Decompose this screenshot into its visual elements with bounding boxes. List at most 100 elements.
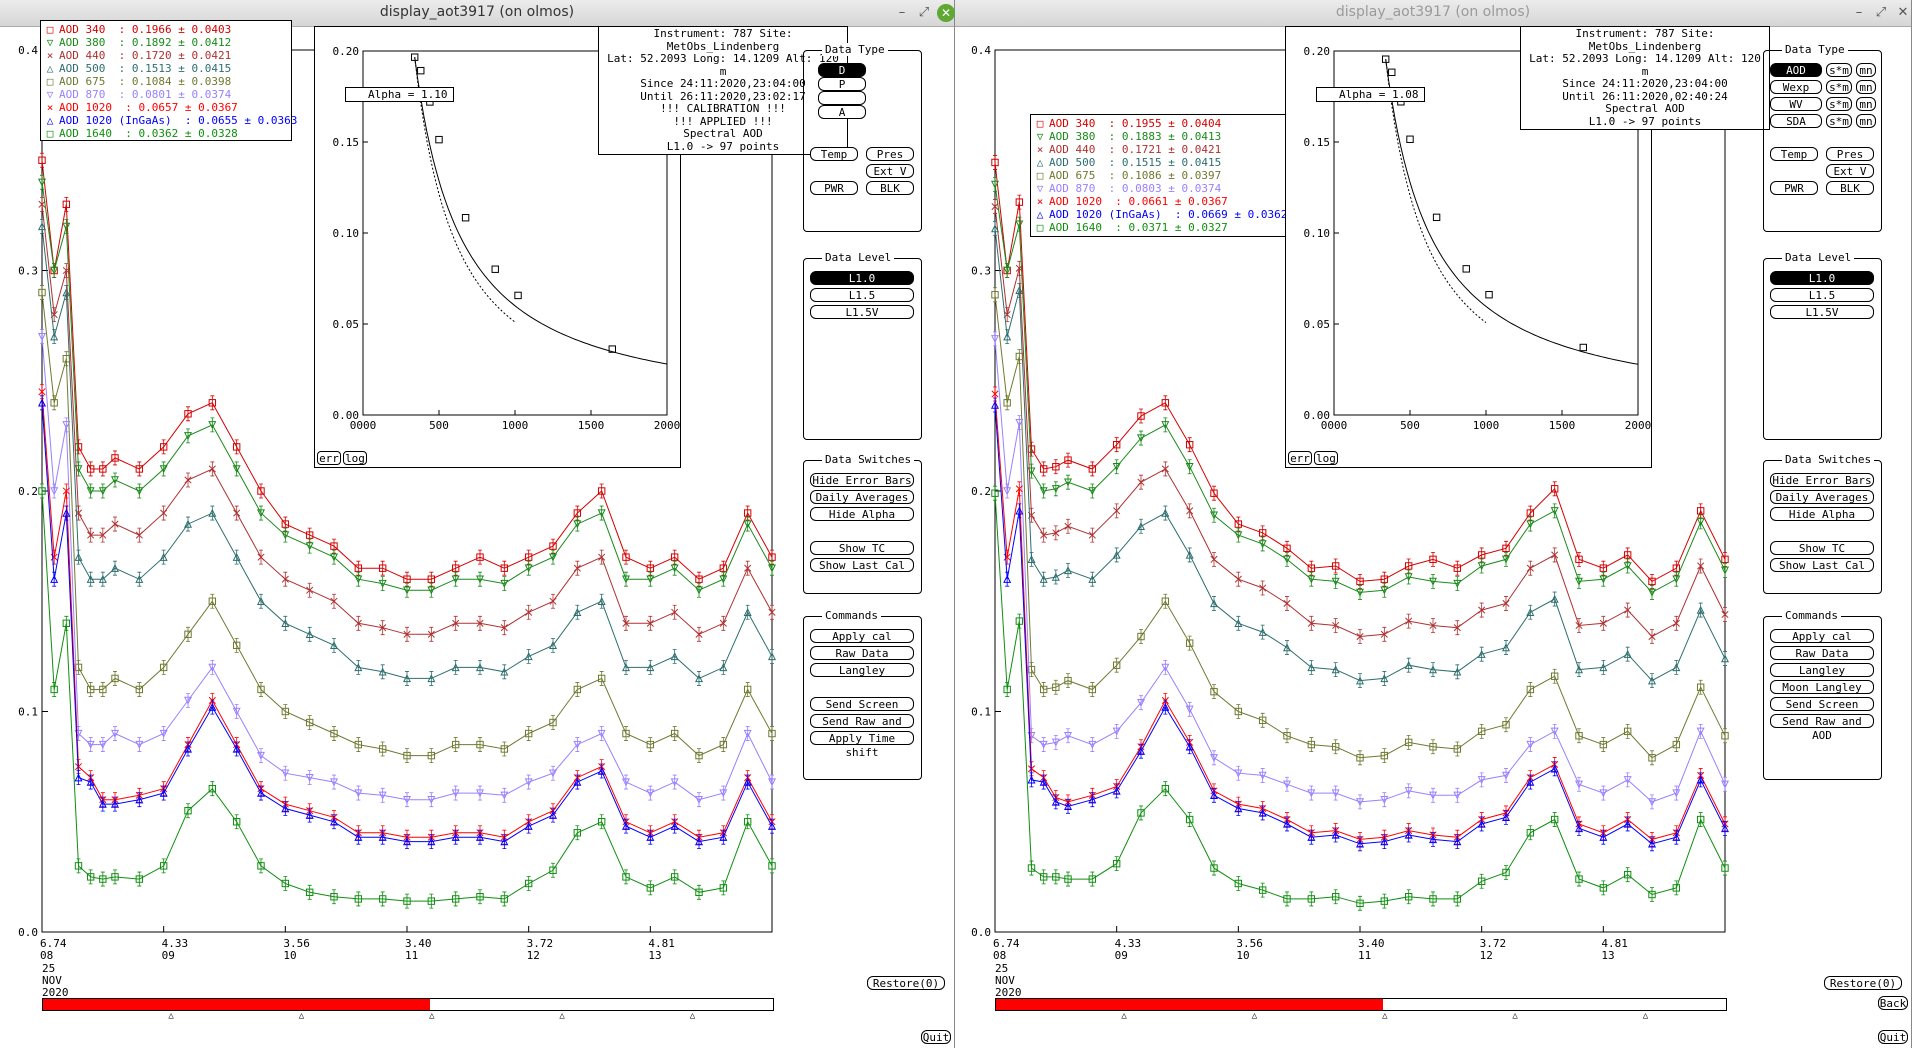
apply-time-shift-button[interactable]: Apply Time shift <box>810 731 914 759</box>
minimize-window-button[interactable]: – <box>1855 5 1863 20</box>
error-bar <box>1625 646 1630 662</box>
data-level-l1-5v-button[interactable]: L1.5V <box>810 305 914 319</box>
show-tc-button[interactable]: Show TC <box>810 541 914 555</box>
data-type-wv-sm-button[interactable]: s*m <box>1826 97 1852 111</box>
send-raw-and-aod-button[interactable]: Send Raw and AOD <box>1770 714 1874 742</box>
quit-button[interactable]: Quit <box>921 1030 951 1044</box>
hide-alpha-button[interactable]: Hide Alpha <box>810 507 914 521</box>
data-type-sda-main-button[interactable]: SDA <box>1770 114 1822 128</box>
hide-error-bars-button[interactable]: Hide Error Bars <box>1770 473 1874 487</box>
show-tc-button[interactable]: Show TC <box>1770 541 1874 555</box>
apply-cal-button[interactable]: Apply cal <box>810 629 914 643</box>
quit-button[interactable]: Quit <box>1878 1030 1908 1044</box>
pwr-button[interactable]: PWR <box>810 181 858 195</box>
data-type-sda-sm-button[interactable]: s*m <box>1826 114 1852 128</box>
data-type-aod-mn-button[interactable]: mn <box>1856 63 1876 77</box>
send-raw-and-aod-button[interactable]: Send Raw and AOD <box>810 714 914 742</box>
error-bar <box>1358 673 1362 689</box>
restore-button[interactable]: Restore(0) <box>1824 976 1902 990</box>
send-screen-button[interactable]: Send Screen <box>1770 697 1874 711</box>
moon-langley-button[interactable]: Moon Langley <box>1770 680 1874 694</box>
pres-button[interactable]: Pres <box>866 147 914 161</box>
error-bar <box>76 660 81 675</box>
daily-averages-button[interactable]: Daily Averages <box>1770 490 1874 504</box>
scrollbar-thumb[interactable] <box>43 999 430 1010</box>
maximize-window-button[interactable]: ⤢ <box>918 5 930 20</box>
data-type-wexp-main-button[interactable]: Wexp <box>1770 80 1822 94</box>
data-type-button-2[interactable] <box>818 91 866 105</box>
close-window-button[interactable]: ✕ <box>1897 5 1909 20</box>
data-type-wv-main-button[interactable]: WV <box>1770 97 1822 111</box>
error-bar <box>993 287 997 303</box>
restore-button[interactable]: Restore(0) <box>867 976 945 990</box>
error-bar <box>88 461 93 477</box>
data-type-aod-sm-button[interactable]: s*m <box>1826 63 1852 77</box>
error-bar <box>380 787 385 803</box>
error-bar <box>429 893 434 909</box>
raw-data-button[interactable]: Raw Data <box>1770 646 1874 660</box>
pres-button[interactable]: Pres <box>1826 147 1874 161</box>
err-toggle-button[interactable]: err <box>1288 451 1312 465</box>
time-range-scrollbar[interactable] <box>42 998 774 1011</box>
maximize-window-button[interactable]: ⤢ <box>1875 5 1887 20</box>
data-point <box>159 788 168 797</box>
inset-data-point <box>1579 343 1587 352</box>
data-type-button-0[interactable]: D <box>818 63 866 77</box>
blk-button[interactable]: BLK <box>866 181 914 195</box>
ext-v-button[interactable]: Ext V <box>866 164 914 178</box>
temp-button[interactable]: Temp <box>1770 147 1818 161</box>
data-level-l1-5-button[interactable]: L1.5 <box>810 288 914 302</box>
error-bar <box>672 869 677 885</box>
data-point <box>1088 795 1097 804</box>
error-bar <box>1698 679 1703 695</box>
show-last-cal-button[interactable]: Show Last Cal <box>810 558 914 572</box>
error-bar <box>770 774 774 790</box>
data-type-wexp-mn-button[interactable]: mn <box>1856 80 1876 94</box>
raw-data-button[interactable]: Raw Data <box>810 646 914 660</box>
pwr-button[interactable]: PWR <box>1770 181 1818 195</box>
langley-button[interactable]: Langley <box>1770 663 1874 677</box>
data-type-button-1[interactable]: P <box>818 77 866 91</box>
langley-button[interactable]: Langley <box>810 663 914 677</box>
minimize-window-button[interactable]: – <box>898 5 906 20</box>
data-type-button-3[interactable]: A <box>818 105 866 119</box>
data-type-wexp-sm-button[interactable]: s*m <box>1826 80 1852 94</box>
close-window-button[interactable]: ✕ <box>937 4 955 22</box>
error-bar <box>1650 750 1654 766</box>
error-bar <box>1066 871 1070 887</box>
ext-v-button[interactable]: Ext V <box>1826 164 1874 178</box>
log-toggle-button[interactable]: log <box>1314 451 1338 465</box>
data-type-wv-mn-button[interactable]: mn <box>1856 97 1876 111</box>
data-level-l1-5v-button[interactable]: L1.5V <box>1770 305 1874 319</box>
back-button[interactable]: Back <box>1878 996 1908 1010</box>
data-level-l1-5-button[interactable]: L1.5 <box>1770 288 1874 302</box>
error-bar <box>697 671 701 686</box>
scrollbar-thumb[interactable] <box>996 999 1383 1010</box>
legend-label: AOD 500 : 0.1513 ± 0.0415 <box>59 62 232 75</box>
data-level-l1-0-button[interactable]: L1.0 <box>1770 271 1874 285</box>
data-point <box>1380 751 1389 760</box>
data-point <box>354 789 363 798</box>
hide-alpha-button[interactable]: Hide Alpha <box>1770 507 1874 521</box>
daily-averages-button[interactable]: Daily Averages <box>810 490 914 504</box>
temp-button[interactable]: Temp <box>810 147 858 161</box>
err-toggle-button[interactable]: err <box>317 451 341 465</box>
log-toggle-button[interactable]: log <box>343 451 367 465</box>
blk-button[interactable]: BLK <box>1826 181 1874 195</box>
data-point <box>1088 531 1096 539</box>
data-point <box>74 763 83 771</box>
data-point <box>378 564 387 572</box>
error-bar <box>1406 569 1411 585</box>
show-last-cal-button[interactable]: Show Last Cal <box>1770 558 1874 572</box>
data-type-aod-main-button[interactable]: AOD <box>1770 63 1822 77</box>
series-aod1640 <box>991 485 1729 911</box>
error-bar <box>770 858 774 874</box>
send-screen-button[interactable]: Send Screen <box>810 697 914 711</box>
apply-cal-button[interactable]: Apply cal <box>1770 629 1874 643</box>
data-type-sda-mn-button[interactable]: mn <box>1856 114 1876 128</box>
error-bar <box>234 461 239 477</box>
error-bar <box>1163 660 1168 675</box>
hide-error-bars-button[interactable]: Hide Error Bars <box>810 473 914 487</box>
data-level-l1-0-button[interactable]: L1.0 <box>810 271 914 285</box>
time-range-scrollbar[interactable] <box>995 998 1727 1011</box>
